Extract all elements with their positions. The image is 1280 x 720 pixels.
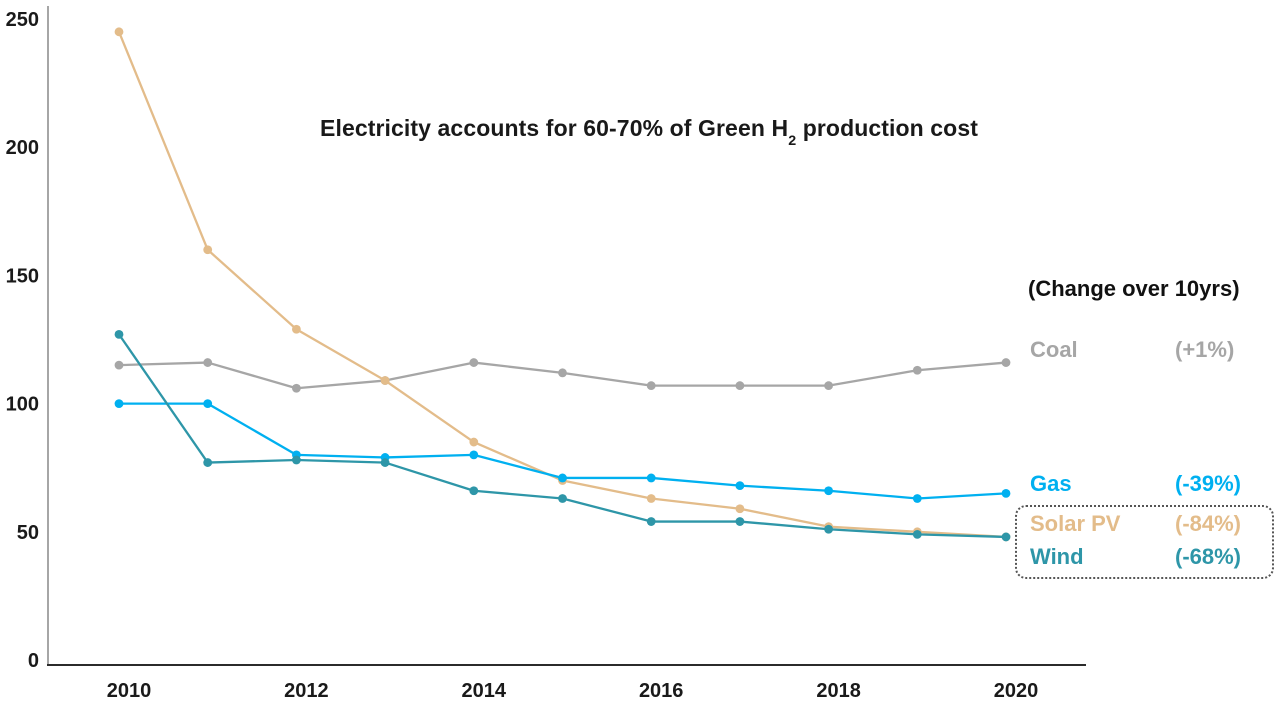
data-point (558, 368, 567, 378)
data-point (292, 383, 301, 393)
series-gas (114, 399, 1011, 503)
data-point (735, 381, 745, 391)
data-point (1001, 532, 1011, 542)
data-point (646, 517, 656, 526)
y-tick-label: 100 (6, 394, 39, 416)
y-tick-label: 250 (6, 9, 39, 31)
data-point (646, 473, 656, 483)
legend-change-wind: (-68%) (1175, 544, 1242, 569)
legend-change-coal: (+1%) (1175, 337, 1235, 362)
y-tick-label: 0 (28, 650, 39, 672)
data-point (469, 358, 479, 367)
data-point (735, 517, 745, 526)
chart-title-text: Electricity accounts for 60-70% of Green… (320, 115, 789, 141)
data-point (824, 381, 833, 391)
x-tick-label: 2018 (816, 680, 861, 702)
data-point (114, 360, 124, 370)
data-point (380, 376, 390, 385)
y-tick-label: 50 (17, 522, 39, 544)
legend-item-coal: Coal (+1%) (1030, 337, 1254, 365)
data-point (646, 494, 656, 503)
series-wind (114, 329, 1011, 542)
data-point (1001, 358, 1011, 367)
data-point (558, 494, 567, 503)
y-tick-label: 150 (6, 265, 39, 287)
data-point (558, 473, 567, 483)
legend-change-solar-pv: (-84%) (1175, 511, 1242, 536)
data-point (292, 324, 301, 334)
data-point (912, 529, 922, 539)
data-point (646, 381, 656, 391)
x-tick-label: 2012 (284, 680, 329, 702)
data-point (292, 455, 301, 465)
data-point (735, 481, 745, 491)
data-point (114, 329, 124, 339)
data-point (735, 504, 745, 514)
chart-title-subscript: 2 (788, 133, 797, 150)
legend-item-wind: Wind (-68%) (1030, 544, 1254, 572)
legend-label-coal: Coal (1030, 337, 1078, 362)
x-tick-label: 2014 (462, 680, 507, 702)
series-coal (114, 358, 1011, 393)
legend-highlight-box (1015, 505, 1274, 579)
data-point (912, 365, 922, 375)
y-tick-label: 200 (6, 137, 39, 159)
x-tick-label: 2016 (639, 680, 684, 702)
data-point (114, 399, 124, 408)
data-point (469, 437, 479, 447)
legend-label-wind: Wind (1030, 544, 1084, 569)
legend-item-solar-pv: Solar PV (-84%) (1030, 511, 1254, 539)
series-line (117, 333, 1008, 539)
data-point (469, 450, 479, 460)
x-tick-label: 2010 (107, 680, 152, 702)
data-point (203, 458, 213, 467)
series-solar-pv (114, 27, 1011, 542)
legend-heading: (Change over 10yrs) (1028, 276, 1240, 301)
legend-label-solar-pv: Solar PV (1030, 511, 1121, 536)
legend-item-gas: Gas (-39%) (1030, 471, 1254, 499)
data-point (380, 458, 390, 467)
chart-title: Electricity accounts for 60-70% of Green… (320, 115, 978, 148)
data-point (203, 358, 213, 367)
data-point (1001, 488, 1011, 498)
data-point (114, 27, 124, 37)
data-point (912, 494, 922, 503)
data-point (203, 399, 213, 408)
data-point (824, 486, 833, 496)
data-point (203, 245, 213, 255)
x-tick-label: 2020 (994, 680, 1039, 702)
data-point (469, 486, 479, 496)
legend-label-gas: Gas (1030, 471, 1072, 496)
legend-change-gas: (-39%) (1175, 471, 1242, 496)
data-point (824, 524, 833, 534)
chart-title-text-after: production cost (796, 115, 978, 141)
